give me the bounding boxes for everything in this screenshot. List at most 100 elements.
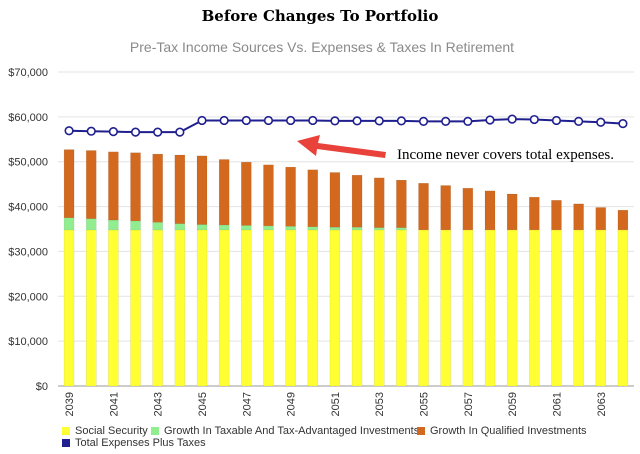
expense-point bbox=[618, 118, 628, 129]
bar-segment bbox=[285, 229, 296, 387]
expense-point bbox=[396, 116, 406, 126]
bar-segment bbox=[218, 224, 230, 231]
bar-segment bbox=[85, 218, 97, 231]
x-tick-label: 2051 bbox=[330, 392, 342, 416]
y-tick-label: $60,000 bbox=[8, 112, 48, 124]
legend: Social Security Growth In Taxable And Tax… bbox=[62, 425, 587, 449]
bar-segment bbox=[218, 229, 230, 387]
bar-segment bbox=[285, 226, 296, 231]
bar-segment bbox=[85, 150, 97, 219]
bar-segment bbox=[396, 179, 407, 228]
bar-segment bbox=[196, 155, 208, 225]
bar-segment bbox=[351, 174, 363, 228]
bar-segment bbox=[218, 159, 230, 226]
page-title: Before Changes To Portfolio bbox=[202, 7, 439, 25]
expense-point bbox=[286, 115, 296, 126]
bar-segment bbox=[506, 193, 518, 231]
y-tick-label: $0 bbox=[36, 381, 48, 393]
x-tick-label: 2047 bbox=[241, 392, 253, 416]
bar-segment bbox=[285, 166, 296, 227]
expense-point bbox=[108, 127, 118, 137]
bar-segment bbox=[130, 220, 141, 231]
y-tick-label: $30,000 bbox=[8, 246, 48, 258]
x-axis: 2039 2041 2043 2045 2047 2049 2051 2053 2055 2057… bbox=[64, 392, 608, 416]
bar-segment bbox=[617, 209, 629, 231]
bar-segment bbox=[462, 229, 474, 387]
bar-segment bbox=[196, 224, 208, 231]
y-tick-label: $50,000 bbox=[8, 157, 48, 169]
bar-segment bbox=[307, 169, 319, 228]
bar-segment bbox=[329, 172, 341, 228]
bar-segment bbox=[108, 219, 119, 231]
legend-swatch bbox=[62, 439, 70, 447]
legend-label: Growth In Qualified Investments bbox=[430, 425, 587, 437]
bar-segment bbox=[529, 196, 540, 231]
x-tick-label: 2045 bbox=[197, 392, 209, 416]
bar-segment bbox=[617, 229, 629, 387]
bar-segment bbox=[373, 229, 385, 387]
bar-segment bbox=[551, 229, 562, 387]
bar-segment bbox=[440, 185, 451, 231]
bar-segment bbox=[263, 164, 274, 227]
bar-segment bbox=[462, 187, 474, 231]
expense-point bbox=[130, 127, 141, 137]
legend-label: Total Expenses Plus Taxes bbox=[75, 437, 206, 449]
bar-segment bbox=[307, 229, 319, 387]
x-tick-label: 2059 bbox=[507, 392, 519, 416]
expense-point bbox=[374, 116, 384, 126]
x-tick-label: 2039 bbox=[64, 392, 76, 416]
y-axis: $0 $10,000 $20,000 $30,000 $40,000 $50,000 $60… bbox=[8, 67, 48, 393]
x-tick-label: 2043 bbox=[153, 392, 165, 416]
expense-point bbox=[263, 115, 274, 126]
bar-segment bbox=[63, 149, 75, 219]
bar-segment bbox=[130, 229, 141, 387]
annotation-text: Income never covers total expenses. bbox=[397, 147, 614, 163]
expense-point bbox=[485, 115, 495, 125]
expense-point bbox=[64, 126, 74, 136]
bar-segment bbox=[307, 226, 319, 231]
legend-swatch bbox=[62, 427, 70, 435]
expense-point bbox=[574, 116, 584, 126]
expense-point bbox=[551, 115, 562, 126]
bar-segment bbox=[484, 229, 496, 387]
bar-segment bbox=[152, 222, 163, 231]
y-tick-label: $10,000 bbox=[8, 336, 48, 348]
expense-point bbox=[352, 116, 362, 126]
bar-segment bbox=[196, 229, 208, 387]
annotation: Income never covers total expenses. bbox=[297, 135, 614, 163]
bar-segment bbox=[174, 229, 186, 387]
bar-segment bbox=[484, 190, 496, 231]
bar-segment bbox=[329, 226, 341, 231]
expense-point bbox=[463, 116, 473, 126]
bar-segment bbox=[396, 229, 407, 387]
bar-segment bbox=[63, 217, 75, 231]
bar-segment bbox=[108, 151, 119, 221]
y-tick-label: $20,000 bbox=[8, 291, 48, 303]
x-tick-label: 2057 bbox=[463, 392, 475, 416]
y-tick-label: $70,000 bbox=[8, 67, 48, 79]
bar-segment bbox=[174, 154, 186, 224]
bar-segment bbox=[506, 229, 518, 387]
bar-segment bbox=[351, 226, 363, 231]
annotation-arrow bbox=[297, 135, 386, 158]
bar-segment bbox=[85, 229, 97, 387]
expense-point bbox=[308, 115, 318, 126]
bar-segment bbox=[241, 161, 252, 226]
bar-segment bbox=[63, 229, 75, 387]
bar-segment bbox=[551, 200, 562, 231]
bar-segment bbox=[152, 153, 163, 223]
bar-segment bbox=[152, 229, 163, 387]
bar-segment bbox=[351, 229, 363, 387]
bar-segment bbox=[418, 183, 429, 231]
legend-swatch bbox=[151, 427, 159, 435]
bar-segment bbox=[174, 223, 186, 231]
expense-line bbox=[64, 114, 628, 137]
bar-segment bbox=[241, 225, 252, 231]
expense-point bbox=[175, 127, 185, 137]
legend-swatch bbox=[417, 427, 425, 435]
bar-segment bbox=[263, 225, 274, 231]
legend-label: Growth In Taxable And Tax-Advantaged Inv… bbox=[164, 425, 420, 437]
expense-point bbox=[507, 114, 517, 124]
bar-segment bbox=[130, 152, 141, 222]
